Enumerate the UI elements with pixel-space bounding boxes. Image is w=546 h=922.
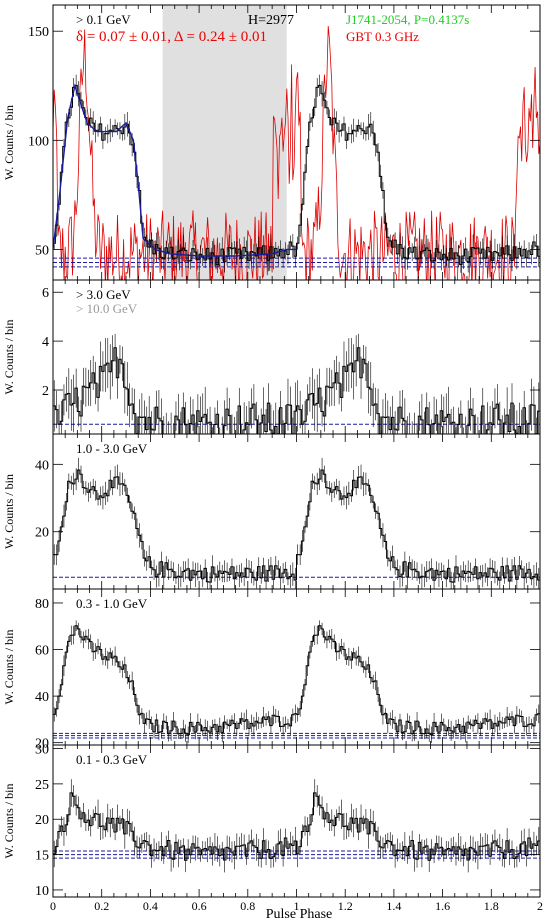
panel-4: 10 15 20 25 30 W. Counts / bin 0.1 - 0.3 GeV xyxy=(2,743,541,899)
x-tick-label: 0 xyxy=(50,899,56,913)
y-axis-label: W. Counts / bin xyxy=(2,105,16,180)
annotation-text: H=2977 xyxy=(248,13,294,28)
x-tick-label: 0.2 xyxy=(94,899,109,913)
histogram-profile xyxy=(53,625,540,736)
y-tick-label: 20 xyxy=(35,813,49,828)
panel-frame xyxy=(52,4,541,281)
energy-band-label: 0.1 - 0.3 GeV xyxy=(76,752,148,767)
y-tick-label: 80 xyxy=(35,597,49,612)
x-tick-label: 0.6 xyxy=(192,899,207,913)
y-tick-label: 50 xyxy=(35,243,49,258)
y-tick-label: 6 xyxy=(42,286,49,301)
y-tick-label: 15 xyxy=(35,849,49,864)
radio-profile-line xyxy=(53,26,540,280)
y-axis-label: W. Counts / bin xyxy=(2,784,16,859)
annotation-text: J1741-2054, P=0.4137s xyxy=(346,12,469,27)
panel-0: 50 100 150 W. Counts / bin > 0.1 GeV H=2977 J1… xyxy=(2,4,541,281)
energy-band-label: > 0.1 GeV xyxy=(76,12,131,27)
panel-frame xyxy=(52,744,541,898)
y-tick-label: 100 xyxy=(28,134,49,149)
y-tick-label: 10 xyxy=(35,884,49,899)
energy-band-label: 1.0 - 3.0 GeV xyxy=(76,441,148,456)
y-tick-label: 2 xyxy=(42,384,49,399)
histogram-profile xyxy=(53,347,540,434)
y-tick-label: 60 xyxy=(35,644,49,659)
x-axis-label: Pulse Phase xyxy=(266,907,333,922)
y-axis-label: W. Counts / bin xyxy=(2,474,16,549)
y-tick-label: 40 xyxy=(35,690,49,705)
y-tick-label: 30 xyxy=(35,743,49,758)
histogram-profile xyxy=(53,469,540,583)
model-fit-line xyxy=(53,83,297,257)
y-tick-label: 20 xyxy=(35,526,49,541)
x-tick-label: 1.2 xyxy=(338,899,353,913)
panel-3: 20 40 60 80 W. Counts / bin 0.3 - 1.0 GeV xyxy=(2,588,541,752)
x-tick-label: 0.4 xyxy=(143,899,158,913)
annotation-text: GBT 0.3 GHz xyxy=(346,29,419,44)
histogram-profile xyxy=(53,792,540,861)
y-tick-label: 4 xyxy=(42,335,49,350)
y-axis-label: W. Counts / bin xyxy=(2,320,16,395)
y-tick-label: 40 xyxy=(35,458,49,473)
energy-band-label-secondary: > 10.0 GeV xyxy=(76,301,138,316)
y-tick-label: 25 xyxy=(35,778,49,793)
x-tick-label: 1.8 xyxy=(484,899,499,913)
error-bars xyxy=(53,620,540,744)
x-tick-labels: 0 0.2 0.4 0.6 0.8 1 1.2 1.4 1.6 1.8 2 xyxy=(50,899,543,913)
energy-band-label: 0.3 - 1.0 GeV xyxy=(76,596,148,611)
y-tick-label: 20 xyxy=(35,737,49,752)
x-tick-label: 2 xyxy=(537,899,543,913)
histogram-profile xyxy=(53,84,540,266)
panel-2: 20 40 W. Counts / bin 1.0 - 3.0 GeV xyxy=(2,433,541,590)
energy-band-label: > 3.0 GeV xyxy=(76,287,131,302)
x-tick-label: 1 xyxy=(294,899,300,913)
annotation-text: δ = 0.07 ± 0.01, Δ = 0.24 ± 0.01 xyxy=(76,29,267,45)
y-tick-label: 150 xyxy=(28,25,49,40)
y-axis-label: W. Counts / bin xyxy=(2,630,16,705)
x-tick-label: 1.4 xyxy=(386,899,401,913)
x-tick-label: 1.6 xyxy=(435,899,450,913)
x-tick-label: 0.8 xyxy=(240,899,255,913)
